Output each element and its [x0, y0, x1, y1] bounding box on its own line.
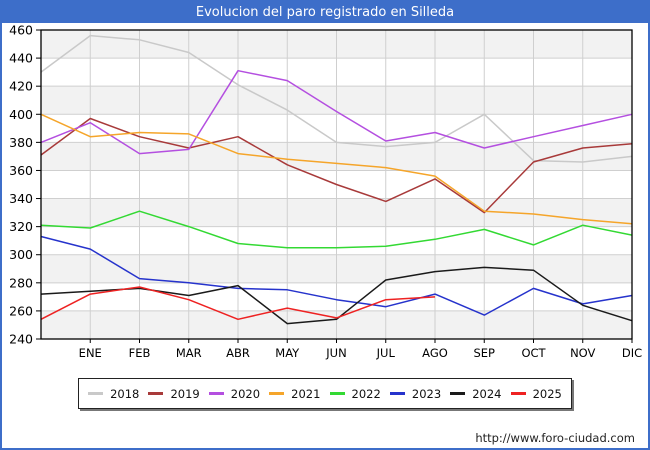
- x-tick-label-MAY: MAY: [275, 346, 300, 360]
- legend-swatch-icon: [88, 392, 104, 395]
- x-tick-label-FEB: FEB: [129, 346, 151, 360]
- legend-item-2020: 2020: [208, 386, 261, 401]
- footer-url-link[interactable]: http://www.foro-ciudad.com: [475, 431, 635, 445]
- y-tick-label: 380: [9, 135, 33, 150]
- x-tick-label-JUN: JUN: [325, 346, 346, 360]
- legend-year-label: 2023: [411, 386, 442, 401]
- legend-item-2019: 2019: [148, 386, 200, 401]
- series-line-2021: [40, 113, 633, 225]
- legend-year-label: 2019: [170, 386, 200, 401]
- x-tick-label-MAR: MAR: [176, 346, 202, 360]
- y-tick-label: 460: [9, 23, 33, 38]
- series-line-2019: [40, 117, 633, 214]
- y-tick-label: 280: [9, 275, 33, 290]
- legend-year-label: 2024: [472, 386, 502, 401]
- legend-year-label: 2022: [351, 386, 381, 401]
- x-tick-label-NOV: NOV: [570, 346, 595, 360]
- x-tick-label-AGO: AGO: [422, 346, 448, 360]
- legend-swatch-icon: [208, 392, 224, 395]
- legend-swatch-icon: [510, 392, 526, 395]
- series-line-2022: [40, 210, 633, 249]
- series-line-2020: [40, 69, 633, 155]
- series-line-2023: [40, 235, 633, 316]
- x-tick-label-JUL: JUL: [376, 346, 396, 360]
- legend-year-label: 2018: [110, 386, 140, 401]
- y-tick-label: 400: [9, 107, 33, 122]
- chart-title: Evolucion del paro registrado en Silleda: [2, 2, 648, 23]
- y-tick-label: 420: [9, 79, 33, 94]
- legend-item-2024: 2024: [450, 386, 502, 401]
- x-tick-label-ENE: ENE: [79, 346, 102, 360]
- x-tick-label-DIC: DIC: [622, 346, 642, 360]
- legend-swatch-icon: [148, 392, 164, 395]
- legend-swatch-icon: [389, 392, 405, 395]
- x-tick-label-SEP: SEP: [473, 346, 495, 360]
- y-tick-label: 300: [9, 247, 33, 262]
- y-tick-label: 340: [9, 191, 33, 206]
- y-tick-label: 320: [9, 219, 33, 234]
- y-tick-label: 440: [9, 51, 33, 66]
- y-tick-label: 240: [9, 332, 33, 347]
- y-tick-label: 260: [9, 303, 33, 318]
- legend-item-2018: 2018: [88, 387, 139, 401]
- legend-item-2023: 2023: [389, 386, 442, 401]
- y-tick-label: 360: [9, 163, 33, 178]
- series-line-2018: [40, 34, 633, 163]
- legend-year-label: 2025: [532, 386, 562, 401]
- x-tick-label-ABR: ABR: [226, 346, 250, 360]
- legend-year-label: 2020: [230, 386, 261, 401]
- legend: 2018 2019 2020 2021 2022 2023 2024 2025: [78, 378, 572, 409]
- legend-swatch-icon: [329, 392, 345, 395]
- legend-item-2025: 2025: [510, 386, 562, 401]
- legend-item-2022: 2022: [329, 386, 381, 401]
- legend-swatch-icon: [269, 392, 285, 395]
- legend-year-label: 2021: [291, 386, 321, 401]
- series-line-2025: [40, 286, 436, 321]
- legend-item-2021: 2021: [269, 387, 320, 401]
- legend-swatch-icon: [450, 392, 466, 395]
- x-tick-label-OCT: OCT: [521, 346, 546, 360]
- series-line-2024: [40, 266, 633, 325]
